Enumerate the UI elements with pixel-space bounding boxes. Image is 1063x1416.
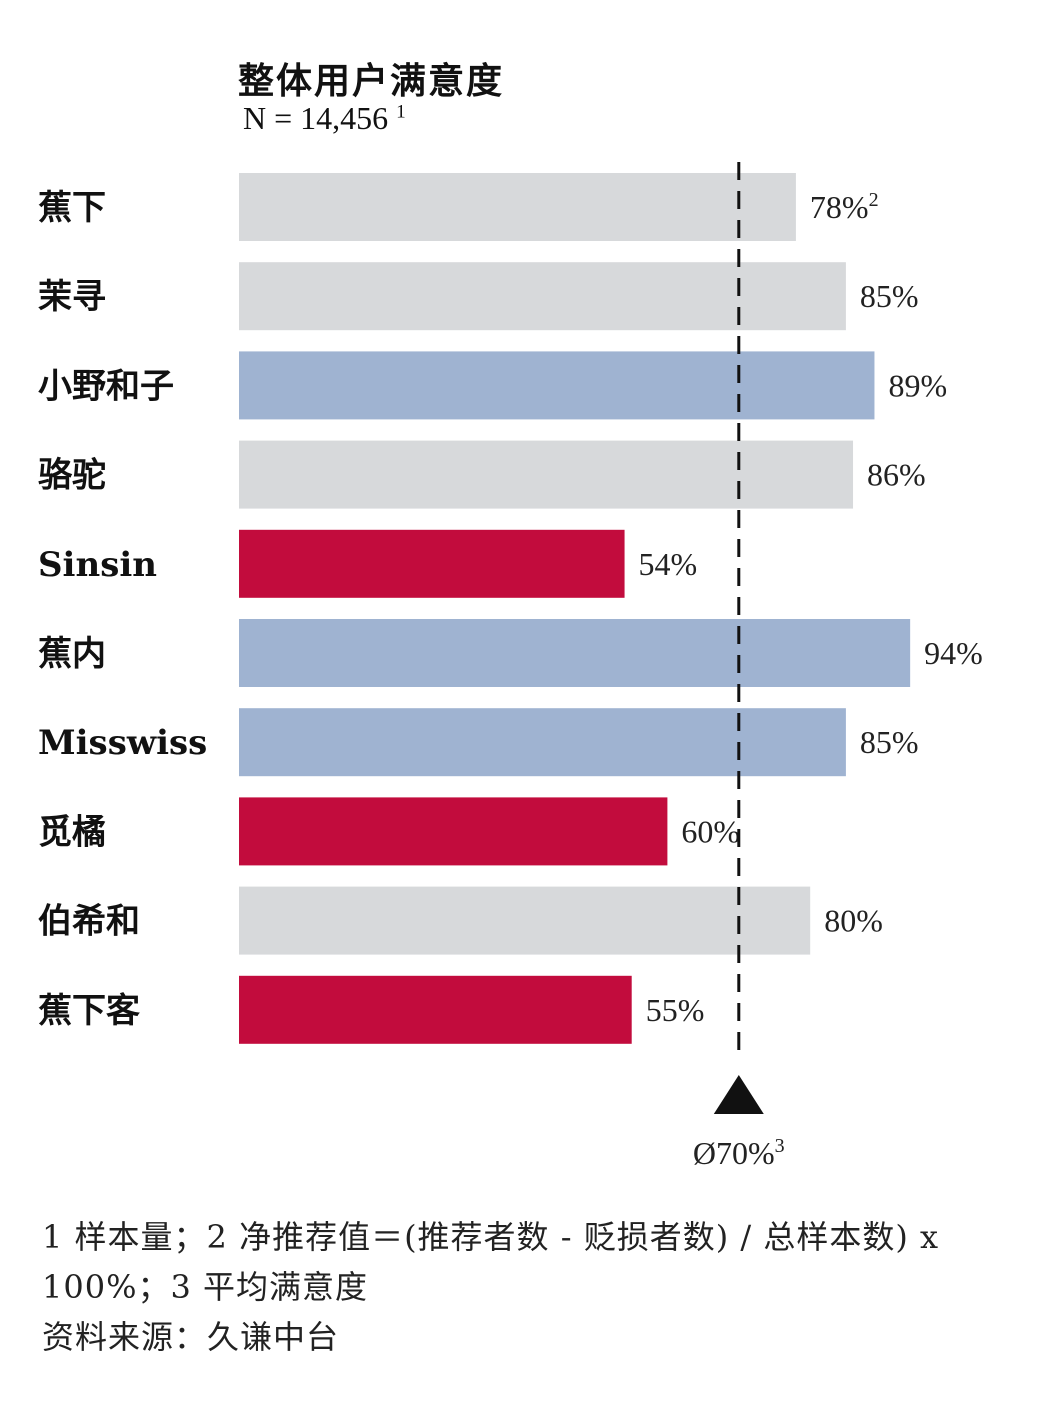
chart-title: 整体用户满意度 xyxy=(238,60,505,102)
bar-4 xyxy=(239,440,854,509)
value-label-6: 94% xyxy=(924,635,983,671)
value-footnote-mark-1: 2 xyxy=(869,189,879,211)
sample-size-footnote-mark: 1 xyxy=(396,101,406,123)
value-label-5: 54% xyxy=(639,546,698,582)
bar-9 xyxy=(239,886,811,955)
bar-5 xyxy=(239,529,625,598)
sample-size-text: N = 14,456 xyxy=(243,100,389,136)
category-label-10: 蕉下客 xyxy=(38,991,140,1031)
average-label: Ø70%3 xyxy=(693,1135,785,1171)
footnote-definitions: 1 样本量；2 净推荐值＝(推荐者数 - 贬损者数) / 总样本数) x 100… xyxy=(42,1218,940,1306)
value-label-8: 60% xyxy=(681,813,740,849)
value-label-3: 89% xyxy=(888,367,947,403)
value-label-10: 55% xyxy=(646,992,705,1028)
bar-1 xyxy=(239,173,796,241)
value-label-1: 78%2 xyxy=(810,189,879,225)
average-marker-group: Ø70%3 xyxy=(693,162,785,1171)
category-label-1: 蕉下 xyxy=(38,188,106,228)
source-note: 资料来源：久谦中台 xyxy=(42,1318,340,1356)
category-label-8: 觅橘 xyxy=(38,812,106,852)
category-label-6: 蕉内 xyxy=(38,634,106,674)
average-marker-triangle xyxy=(713,1075,764,1114)
category-label-4: 骆驼 xyxy=(38,456,106,496)
category-label-9: 伯希和 xyxy=(38,902,140,942)
footnotes: 1 样本量；2 净推荐值＝(推荐者数 - 贬损者数) / 总样本数) x 100… xyxy=(42,1212,1002,1362)
bar-3 xyxy=(239,351,875,420)
category-label-3: 小野和子 xyxy=(38,366,174,406)
bar-6 xyxy=(239,619,911,687)
value-label-2: 85% xyxy=(860,278,919,314)
bar-8 xyxy=(239,797,668,866)
value-label-7: 85% xyxy=(860,724,919,760)
category-label-2: 茉寻 xyxy=(38,277,106,317)
sample-size: N = 14,456 1 xyxy=(243,100,406,137)
value-label-4: 86% xyxy=(867,457,926,493)
category-label-7: Misswiss xyxy=(38,723,207,763)
bar-7 xyxy=(239,708,846,777)
average-footnote-mark: 3 xyxy=(775,1135,785,1157)
value-label-9: 80% xyxy=(824,903,883,939)
category-label-5: Sinsin xyxy=(38,545,157,585)
bar-2 xyxy=(239,262,846,331)
value-labels-group: 78%2 85% 89% 86% 54% 94% 85% 60% 80% 55% xyxy=(639,189,983,1028)
bars-group xyxy=(239,173,911,1044)
bar-10 xyxy=(239,975,632,1044)
